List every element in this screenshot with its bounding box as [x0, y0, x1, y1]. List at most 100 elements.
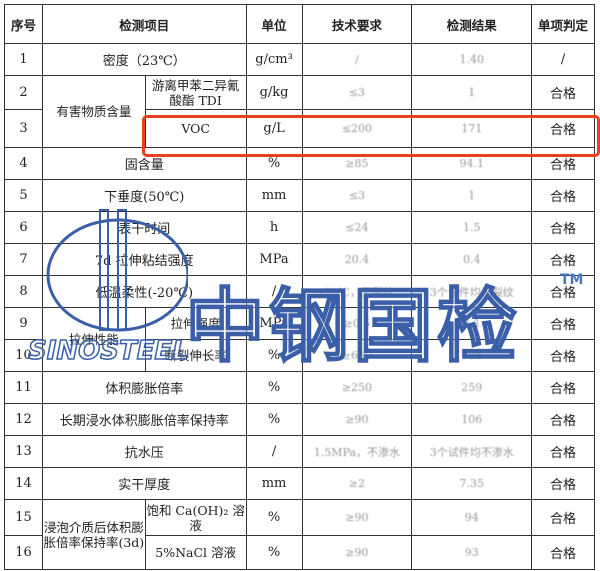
verdict: 合格 [531, 499, 595, 536]
item-name: 游离甲苯二异氰酸酯 TDI [144, 75, 247, 110]
item-name: 密度（23℃） [41, 43, 247, 76]
item-name: 断裂伸长率 [144, 339, 247, 372]
table-row: 16 5%NaCl 溶液% ≥90 93 合格 [4, 535, 595, 570]
unit: mm [245, 467, 303, 500]
verdict: 合格 [531, 403, 595, 436]
item-name: 低温柔性(-20℃) [41, 275, 247, 308]
requirement: ≥90 [301, 535, 413, 570]
table-row: 8 低温柔性(-20℃) / -20℃，无裂纹 3个试件均无裂纹 合格 [4, 275, 595, 308]
result: 0.4 [411, 243, 533, 276]
verdict: 合格 [531, 371, 595, 404]
result: 93 [411, 535, 533, 570]
item-name: 拉伸强度 [144, 307, 247, 340]
item-name: 体积膨胀倍率 [41, 371, 247, 404]
table-row: 9 拉伸性能 拉伸强度 MPa ≥0.5 2.1 合格 [4, 307, 595, 372]
row-no: 1 [4, 43, 43, 76]
verdict: 合格 [531, 467, 595, 500]
verdict: 合格 [531, 307, 595, 340]
row-no: 16 [4, 535, 43, 570]
result: 94.1 [411, 147, 533, 180]
item-group: 拉伸性能 [41, 307, 146, 372]
requirement: ≥600 [301, 339, 413, 372]
item-name: 抗水压 [41, 435, 247, 468]
verdict: 合格 [531, 275, 595, 308]
requirement: ≥0.5 [301, 307, 413, 340]
unit: MPa [245, 243, 303, 276]
item-name: 5%NaCl 溶液 [144, 535, 247, 570]
requirement: ≥90 [301, 403, 413, 436]
item-name: 7d 拉伸粘结强度 [41, 243, 247, 276]
table-row: 13 抗水压/1.5MPa，不渗水 3个试件均不渗水 合格 [4, 435, 595, 468]
row-no: 15 [4, 499, 43, 536]
table-row: 4 固含量% ≥85 94.1 合格 [4, 147, 595, 180]
result: 1.5 [411, 211, 533, 244]
item-name: 实干厚度 [41, 467, 247, 500]
table-row: 10 断裂伸长率% ≥600 798 合格 [4, 339, 595, 372]
verdict: 合格 [531, 435, 595, 468]
verdict: 合格 [531, 179, 595, 212]
table-row: 12 长期浸水体积膨胀倍率保持率% ≥90 106 合格 [4, 403, 595, 436]
result: 3个试件均不渗水 [411, 435, 533, 468]
result: 1 [411, 75, 533, 110]
row-no: 2 [4, 75, 43, 110]
table-row: 6 表干时间 h ≤24 1.5 合格 [4, 211, 595, 244]
result: 94 [411, 499, 533, 536]
requirement: 20.4 [301, 243, 413, 276]
verdict: 合格 [531, 535, 595, 570]
requirement: ≥90 [301, 499, 413, 536]
table-row: 5 下垂度(50℃) mm ≤3 1 合格 [4, 179, 595, 212]
verdict: 合格 [531, 243, 595, 276]
requirement: ≤3 [301, 179, 413, 212]
unit: MPa [245, 307, 303, 340]
item-name: 表干时间 [41, 211, 247, 244]
verdict: 合格 [531, 75, 595, 110]
verdict: 合格 [531, 211, 595, 244]
unit: % [245, 499, 303, 536]
unit: % [245, 403, 303, 436]
item-name: 饱和 Ca(OH)₂ 溶液 [144, 499, 247, 536]
verdict: 合格 [531, 339, 595, 372]
result: 259 [411, 371, 533, 404]
requirement: / [301, 43, 413, 76]
item-group: 有害物质含量 [41, 75, 146, 148]
result: 1 [411, 179, 533, 212]
requirement: ≤24 [301, 211, 413, 244]
result: 7.35 [411, 467, 533, 500]
row-no: 5 [4, 179, 43, 212]
requirement: -20℃，无裂纹 [301, 275, 413, 308]
row-no: 4 [4, 147, 43, 180]
row-no: 12 [4, 403, 43, 436]
table-row: 14 实干厚度 mm ≥2 7.35 合格 [4, 467, 595, 500]
table-row: 2 有害物质含量 游离甲苯二异氰酸酯 TDI g/kg ≤3 1 合格 [4, 75, 595, 148]
verdict: / [531, 43, 595, 76]
table-row: 7 7d 拉伸粘结强度 MPa 20.4 0.4 合格 [4, 243, 595, 276]
unit: % [245, 147, 303, 180]
table-header: 序号 检测项目 单位 技术要求 检测结果 单项判定 [4, 4, 595, 44]
result: 106 [411, 403, 533, 436]
result: 3个试件均无裂纹 [411, 275, 533, 308]
item-name: 下垂度(50℃) [41, 179, 247, 212]
item-name: 长期浸水体积膨胀倍率保持率 [41, 403, 247, 436]
unit: mm [245, 179, 303, 212]
row-no: 8 [4, 275, 43, 308]
unit: / [245, 435, 303, 468]
result: 798 [411, 339, 533, 372]
inspection-table: 序号 检测项目 单位 技术要求 检测结果 单项判定 1 密度（23℃） g/cm³ /… [4, 4, 595, 570]
table-row: 11 体积膨胀倍率% ≥250 259 合格 [4, 371, 595, 404]
row-no: 10 [4, 339, 43, 372]
unit: % [245, 339, 303, 372]
unit: g/kg [245, 75, 303, 110]
item-group: 浸泡介质后体积膨胀倍率保持率(3d) [41, 499, 146, 570]
row-no: 3 [4, 109, 43, 148]
row-no: 9 [4, 307, 43, 340]
row-no: 14 [4, 467, 43, 500]
unit: % [245, 371, 303, 404]
result: 1.40 [411, 43, 533, 76]
unit: g/cm³ [245, 43, 303, 76]
table-row: 1 密度（23℃） g/cm³/1.40/ [4, 43, 595, 76]
requirement: ≥250 [301, 371, 413, 404]
row-no: 13 [4, 435, 43, 468]
table-row: 15 浸泡介质后体积膨胀倍率保持率(3d) 饱和 Ca(OH)₂ 溶液% ≥90 94 合… [4, 499, 595, 570]
requirement: ≤3 [301, 75, 413, 110]
voc-highlight-box [142, 115, 600, 157]
